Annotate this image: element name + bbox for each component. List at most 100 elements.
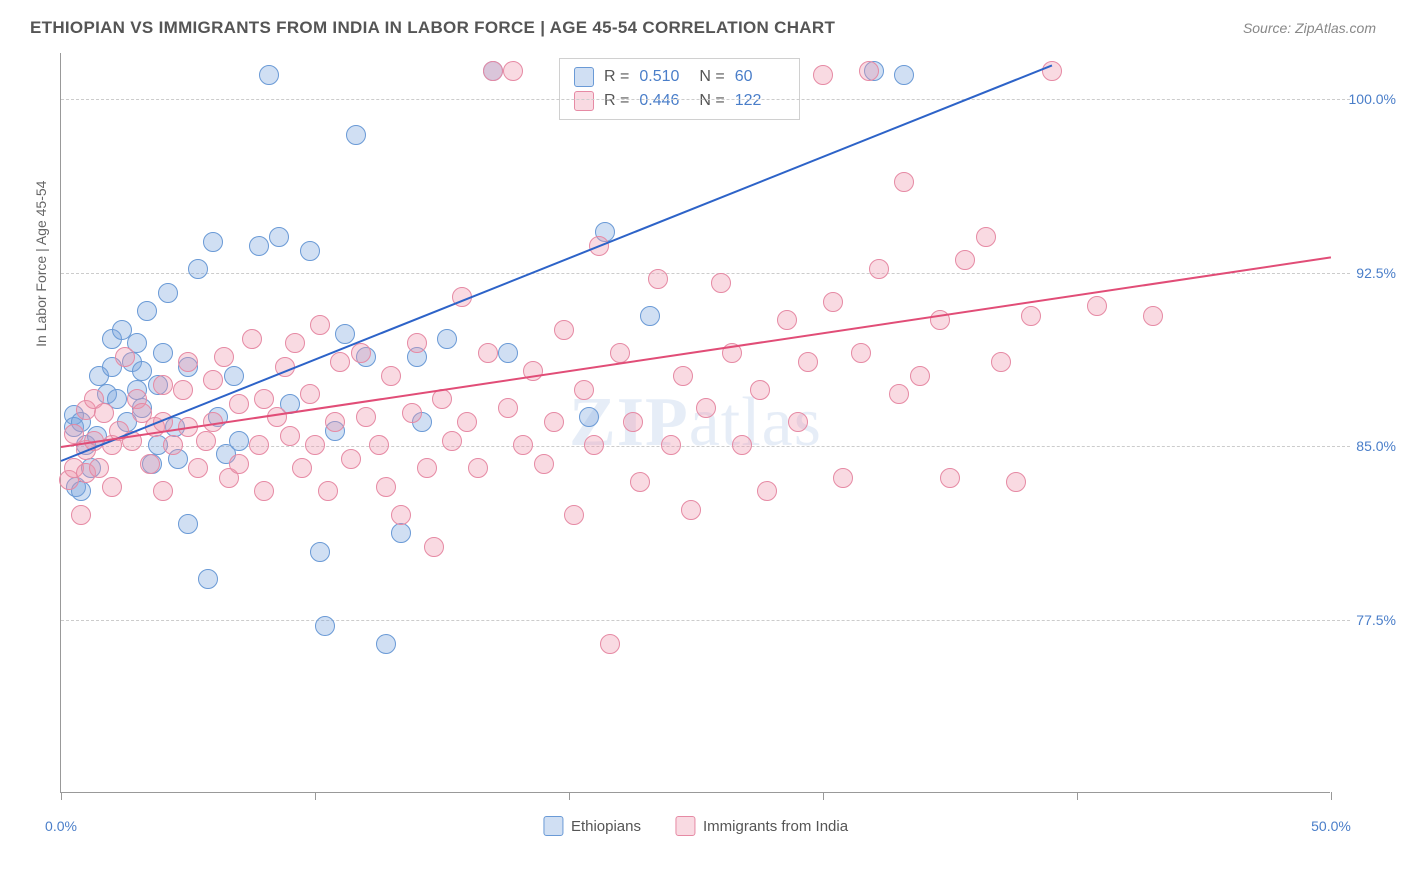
scatter-point xyxy=(115,347,135,367)
scatter-point xyxy=(696,398,716,418)
scatter-point xyxy=(823,292,843,312)
scatter-point xyxy=(325,412,345,432)
chart-source: Source: ZipAtlas.com xyxy=(1243,20,1376,36)
scatter-point xyxy=(249,236,269,256)
scatter-point xyxy=(242,329,262,349)
ytick-label: 77.5% xyxy=(1356,612,1396,628)
scatter-point xyxy=(153,343,173,363)
scatter-point xyxy=(640,306,660,326)
xtick xyxy=(315,792,316,800)
scatter-point xyxy=(417,458,437,478)
scatter-point xyxy=(153,481,173,501)
scatter-point xyxy=(513,435,533,455)
scatter-point xyxy=(777,310,797,330)
scatter-point xyxy=(254,481,274,501)
scatter-point xyxy=(732,435,752,455)
watermark: ZIPatlas xyxy=(569,383,822,463)
scatter-point xyxy=(203,232,223,252)
scatter-point xyxy=(269,227,289,247)
bottom-legend: Ethiopians Immigrants from India xyxy=(543,816,848,836)
scatter-point xyxy=(229,431,249,451)
legend-item-ethiopians: Ethiopians xyxy=(543,816,641,836)
scatter-point xyxy=(574,380,594,400)
scatter-point xyxy=(300,384,320,404)
scatter-point xyxy=(1042,61,1062,81)
scatter-point xyxy=(315,616,335,636)
scatter-point xyxy=(310,315,330,335)
scatter-point xyxy=(788,412,808,432)
scatter-point xyxy=(356,407,376,427)
scatter-point xyxy=(300,241,320,261)
scatter-point xyxy=(214,347,234,367)
xtick xyxy=(61,792,62,800)
scatter-point xyxy=(391,505,411,525)
n-value-ethiopians: 60 xyxy=(735,68,785,86)
scatter-point xyxy=(249,435,269,455)
scatter-point xyxy=(813,65,833,85)
gridline-h xyxy=(61,273,1350,274)
plot-area: ZIPatlas R = 0.510 N = 60 R = 0.446 N = … xyxy=(60,53,1330,793)
scatter-point xyxy=(254,389,274,409)
swatch-ethiopians xyxy=(574,67,594,87)
legend-swatch-ethiopians xyxy=(543,816,563,836)
scatter-point xyxy=(140,454,160,474)
ytick-label: 85.0% xyxy=(1356,438,1396,454)
scatter-point xyxy=(402,403,422,423)
scatter-point xyxy=(376,634,396,654)
scatter-point xyxy=(267,407,287,427)
scatter-point xyxy=(798,352,818,372)
scatter-point xyxy=(285,333,305,353)
scatter-point xyxy=(478,343,498,363)
stats-row-india: R = 0.446 N = 122 xyxy=(574,89,785,113)
scatter-point xyxy=(991,352,1011,372)
scatter-point xyxy=(711,273,731,293)
scatter-point xyxy=(600,634,620,654)
scatter-point xyxy=(259,65,279,85)
scatter-point xyxy=(137,301,157,321)
scatter-point xyxy=(544,412,564,432)
stats-row-ethiopians: R = 0.510 N = 60 xyxy=(574,65,785,89)
gridline-h xyxy=(61,99,1350,100)
scatter-point xyxy=(468,458,488,478)
scatter-point xyxy=(310,542,330,562)
scatter-point xyxy=(376,477,396,497)
scatter-point xyxy=(681,500,701,520)
scatter-point xyxy=(424,537,444,557)
legend-item-india: Immigrants from India xyxy=(675,816,848,836)
scatter-point xyxy=(955,250,975,270)
scatter-point xyxy=(178,352,198,372)
legend-swatch-india xyxy=(675,816,695,836)
scatter-point xyxy=(158,283,178,303)
legend-label-ethiopians: Ethiopians xyxy=(571,818,641,835)
xtick-label: 50.0% xyxy=(1311,818,1351,834)
scatter-point xyxy=(610,343,630,363)
scatter-point xyxy=(292,458,312,478)
scatter-point xyxy=(351,343,371,363)
trend-line xyxy=(61,257,1331,449)
scatter-point xyxy=(889,384,909,404)
scatter-point xyxy=(894,172,914,192)
scatter-point xyxy=(102,477,122,497)
scatter-point xyxy=(579,407,599,427)
xtick xyxy=(823,792,824,800)
n-value-india: 122 xyxy=(735,92,785,110)
scatter-point xyxy=(188,259,208,279)
scatter-point xyxy=(940,468,960,488)
xtick xyxy=(569,792,570,800)
scatter-point xyxy=(859,61,879,81)
scatter-point xyxy=(153,375,173,395)
r-value-india: 0.446 xyxy=(639,92,689,110)
scatter-point xyxy=(188,458,208,478)
chart-header: ETHIOPIAN VS IMMIGRANTS FROM INDIA IN LA… xyxy=(30,18,1376,38)
n-label: N = xyxy=(699,92,724,110)
scatter-point xyxy=(94,403,114,423)
scatter-point xyxy=(335,324,355,344)
scatter-point xyxy=(346,125,366,145)
scatter-point xyxy=(648,269,668,289)
scatter-point xyxy=(1006,472,1026,492)
scatter-point xyxy=(305,435,325,455)
swatch-india xyxy=(574,91,594,111)
xtick-label: 0.0% xyxy=(45,818,77,834)
scatter-point xyxy=(229,394,249,414)
scatter-point xyxy=(750,380,770,400)
